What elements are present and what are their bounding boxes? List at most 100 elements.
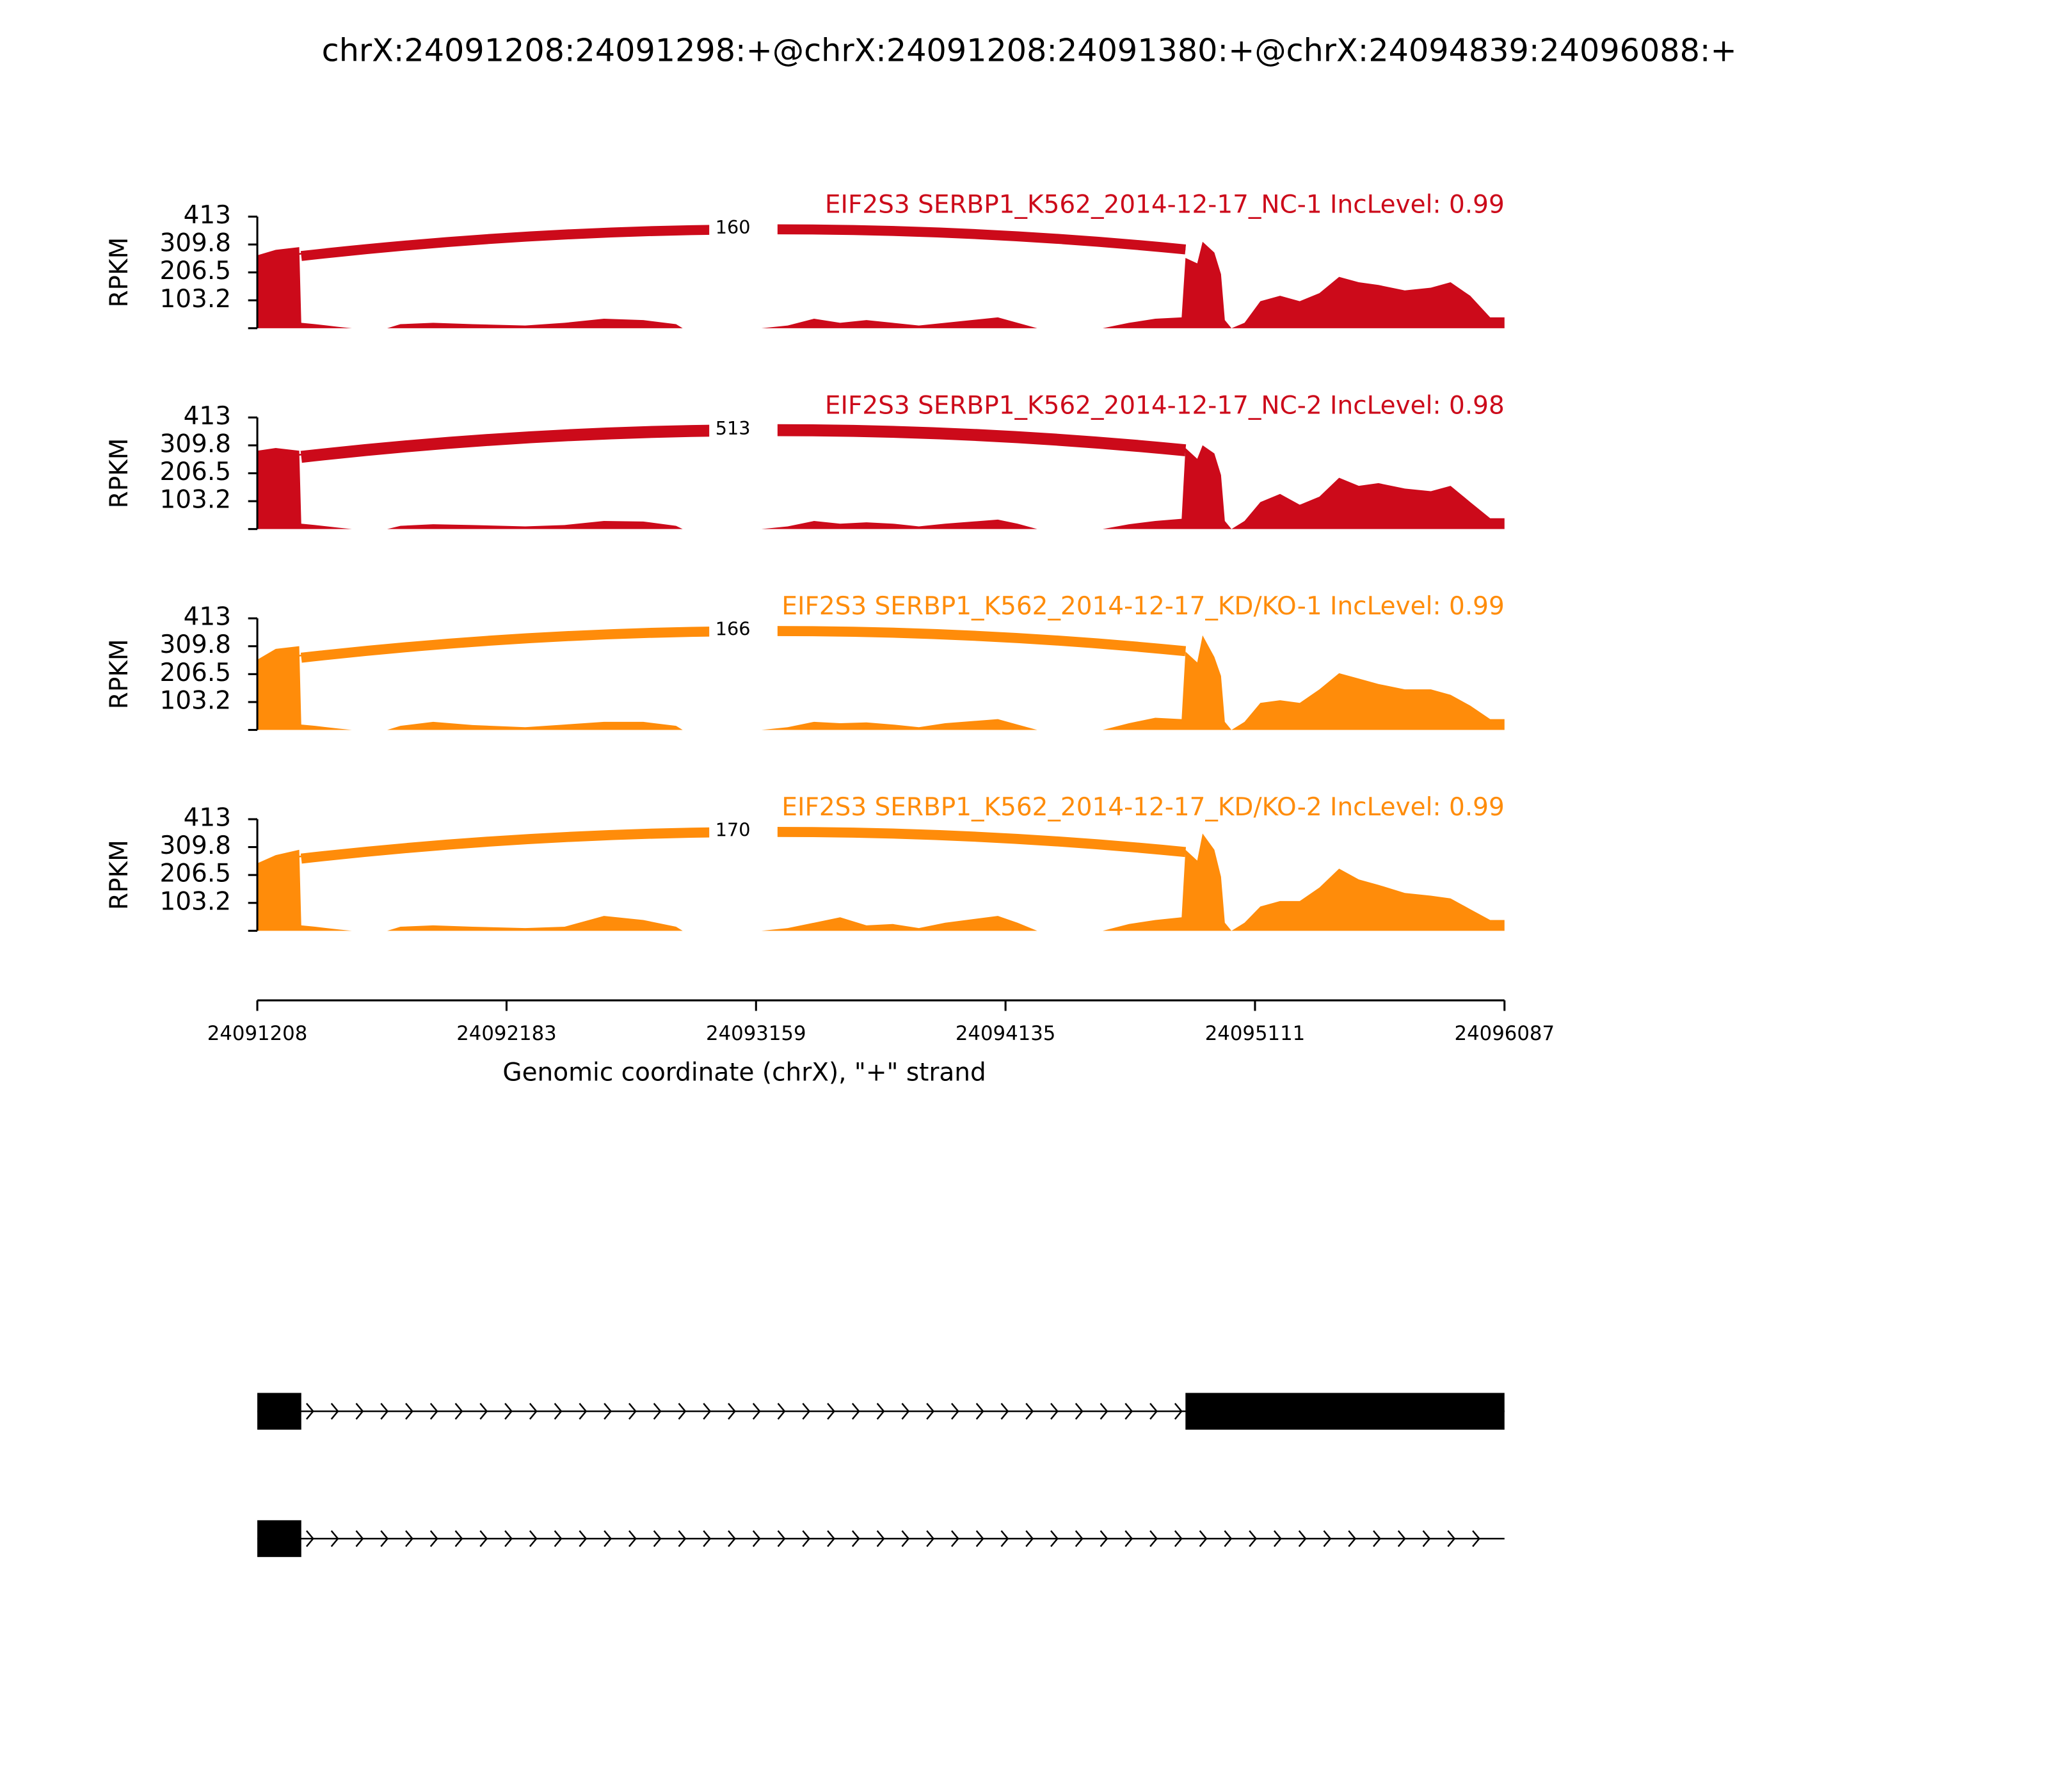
strand-chevron xyxy=(1075,1403,1084,1420)
y-tick-label: 206.5 xyxy=(159,458,231,486)
y-axis-label: RPKM xyxy=(105,840,134,910)
junction-label-box xyxy=(709,819,778,843)
strand-chevron xyxy=(1373,1530,1381,1548)
strand-chevron xyxy=(975,1530,984,1548)
strand-chevron xyxy=(355,1530,364,1548)
strand-chevron xyxy=(504,1403,513,1420)
x-tick-label: 24094135 xyxy=(956,1022,1056,1045)
strand-chevron xyxy=(1124,1403,1133,1420)
strand-chevron xyxy=(1000,1530,1009,1548)
strand-chevron xyxy=(380,1530,389,1548)
coverage-area xyxy=(257,635,1505,730)
strand-chevron xyxy=(529,1530,538,1548)
exon xyxy=(1185,1393,1505,1430)
strand-chevron xyxy=(1472,1530,1480,1548)
strand-chevron xyxy=(1274,1530,1282,1548)
junction-label-box xyxy=(709,417,778,442)
strand-chevron xyxy=(330,1530,339,1548)
strand-chevron xyxy=(1025,1403,1034,1420)
strand-chevron xyxy=(703,1530,712,1548)
strand-chevron xyxy=(653,1530,662,1548)
strand-chevron xyxy=(728,1530,736,1548)
y-axis-label: RPKM xyxy=(105,639,134,709)
strand-chevron xyxy=(777,1530,786,1548)
strand-chevron xyxy=(802,1530,811,1548)
track-title: EIF2S3 SERBP1_K562_2014-12-17_NC-1 IncLe… xyxy=(825,191,1505,220)
strand-chevron xyxy=(1100,1403,1108,1420)
strand-chevron xyxy=(1124,1530,1133,1548)
y-tick-label: 309.8 xyxy=(159,630,231,659)
y-axis-label: RPKM xyxy=(105,438,134,509)
strand-chevron xyxy=(1174,1530,1183,1548)
strand-chevron xyxy=(1149,1403,1158,1420)
strand-chevron xyxy=(1050,1530,1059,1548)
strand-chevron xyxy=(429,1403,438,1420)
junction-label-box xyxy=(709,216,778,241)
strand-chevron xyxy=(901,1403,910,1420)
strand-chevron xyxy=(752,1530,761,1548)
junction-label-box xyxy=(709,618,778,643)
strand-chevron xyxy=(901,1530,910,1548)
strand-chevron xyxy=(1075,1530,1084,1548)
y-tick-label: 206.5 xyxy=(159,659,231,687)
strand-chevron xyxy=(777,1403,786,1420)
strand-chevron xyxy=(1397,1530,1406,1548)
strand-chevron xyxy=(554,1403,563,1420)
x-tick-label: 24093159 xyxy=(706,1022,806,1045)
junction-label: 170 xyxy=(716,819,751,840)
junction-label: 513 xyxy=(716,417,751,439)
strand-chevron xyxy=(355,1403,364,1420)
y-tick-label: 309.8 xyxy=(159,429,231,458)
y-axis-label: RPKM xyxy=(105,237,134,308)
strand-chevron xyxy=(951,1403,959,1420)
strand-chevron xyxy=(1422,1530,1431,1548)
track-title: EIF2S3 SERBP1_K562_2014-12-17_KD/KO-2 In… xyxy=(781,793,1504,822)
figure-title: chrX:24091208:24091298:+@chrX:24091208:2… xyxy=(322,32,1737,69)
strand-chevron xyxy=(1323,1530,1332,1548)
y-tick-label: 413 xyxy=(184,402,231,431)
strand-chevron xyxy=(1100,1530,1108,1548)
strand-chevron xyxy=(604,1530,612,1548)
y-tick-label: 103.2 xyxy=(159,285,231,314)
strand-chevron xyxy=(876,1530,885,1548)
strand-chevron xyxy=(703,1403,712,1420)
strand-chevron xyxy=(1149,1530,1158,1548)
y-tick-label: 413 xyxy=(184,603,231,632)
strand-chevron xyxy=(330,1403,339,1420)
strand-chevron xyxy=(1050,1403,1059,1420)
y-tick-label: 206.5 xyxy=(159,860,231,888)
strand-chevron xyxy=(678,1403,687,1420)
y-tick-label: 206.5 xyxy=(159,257,231,285)
strand-chevron xyxy=(752,1403,761,1420)
y-tick-label: 103.2 xyxy=(159,887,231,916)
strand-chevron xyxy=(802,1403,811,1420)
strand-chevron xyxy=(1224,1530,1233,1548)
x-tick-label: 24092183 xyxy=(456,1022,557,1045)
strand-chevron xyxy=(1199,1530,1208,1548)
strand-chevron xyxy=(827,1403,835,1420)
strand-chevron xyxy=(827,1530,835,1548)
strand-chevron xyxy=(306,1530,314,1548)
strand-chevron xyxy=(975,1403,984,1420)
strand-chevron xyxy=(678,1530,687,1548)
strand-chevron xyxy=(1000,1403,1009,1420)
y-tick-label: 309.8 xyxy=(159,831,231,860)
strand-chevron xyxy=(653,1403,662,1420)
strand-chevron xyxy=(1174,1403,1183,1420)
strand-chevron xyxy=(1348,1530,1357,1548)
x-axis-label: Genomic coordinate (chrX), "+" strand xyxy=(502,1058,986,1087)
exon xyxy=(257,1520,301,1557)
x-tick-label: 24091208 xyxy=(207,1022,308,1045)
coverage-area xyxy=(257,833,1505,931)
strand-chevron xyxy=(454,1403,463,1420)
strand-chevron xyxy=(479,1530,488,1548)
strand-chevron xyxy=(1447,1530,1456,1548)
exon xyxy=(257,1393,301,1430)
strand-chevron xyxy=(628,1403,637,1420)
coverage-area xyxy=(257,241,1505,328)
strand-chevron xyxy=(504,1530,513,1548)
track-title: EIF2S3 SERBP1_K562_2014-12-17_NC-2 IncLe… xyxy=(825,391,1505,420)
strand-chevron xyxy=(554,1530,563,1548)
strand-chevron xyxy=(1025,1530,1034,1548)
